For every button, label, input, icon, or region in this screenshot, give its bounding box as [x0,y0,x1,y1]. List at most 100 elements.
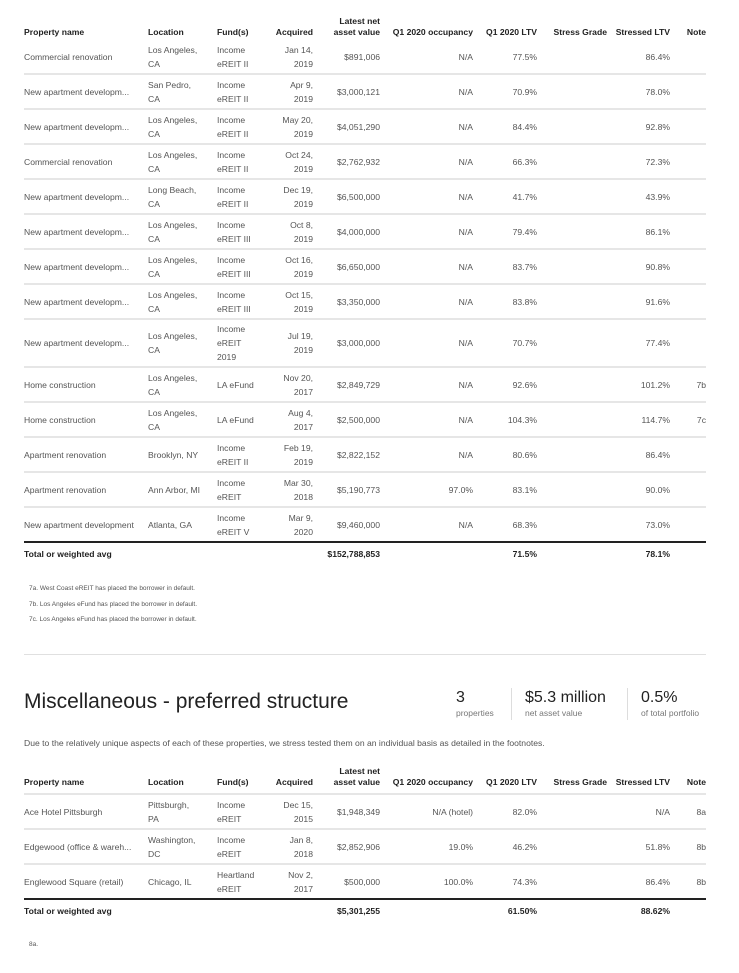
occupancy: N/A [380,319,473,368]
funds: Income eREIT II [217,40,267,75]
stressed-ltv: 51.8% [607,829,670,865]
stressed-ltv: 101.2% [607,367,670,403]
note: 8b [670,864,706,900]
col-stressed-ltv: Stressed LTV [607,766,670,795]
note: 8a [670,794,706,830]
section-divider [24,654,706,655]
stat-nav: $5.3 million net asset value [525,689,606,718]
note [670,319,706,368]
occupancy: N/A [380,249,473,285]
col-name: Property name [24,766,148,795]
occupancy: N/A [380,437,473,473]
property-name: New apartment developm... [24,214,148,250]
property-name: New apartment developm... [24,319,148,368]
occupancy: N/A [380,144,473,180]
funds: Income eREIT II [217,144,267,180]
property-name: New apartment developm... [24,74,148,110]
ltv: 82.0% [473,794,537,830]
table-row: Home construction Los Angeles, CA LA eFund N… [24,367,706,403]
col-nav: Latest net asset value [333,16,380,37]
funds: Income eREIT V [217,507,267,543]
section-title: Miscellaneous - preferred structure [24,690,349,713]
acquired: Apr 9, 2019 [267,74,313,110]
ltv: 79.4% [473,214,537,250]
net-asset-value: $2,849,729 [313,367,380,403]
footnote: 7b. Los Angeles eFund has placed the bor… [29,600,198,608]
ltv: 84.4% [473,109,537,145]
location: Los Angeles, CA [148,214,217,250]
property-name: Commercial renovation [24,144,148,180]
acquired: Jan 8, 2018 [267,829,313,865]
col-funds: Fund(s) [217,766,267,795]
stressed-ltv: 86.4% [607,437,670,473]
stress-grade [537,437,607,473]
location: Los Angeles, CA [148,144,217,180]
table-row: New apartment development Atlanta, GA Inco… [24,507,706,543]
property-name: Ace Hotel Pittsburgh [24,794,148,830]
acquired: Jan 14, 2019 [267,40,313,75]
note [670,214,706,250]
occupancy: N/A (hotel) [380,794,473,830]
location: San Pedro, CA [148,74,217,110]
stressed-ltv: 86.4% [607,864,670,900]
total-nav: $5,301,255 [336,906,380,916]
stress-grade [537,472,607,508]
stat-portfolio: 0.5% of total portfolio [641,689,700,718]
acquired: Oct 15, 2019 [267,284,313,320]
net-asset-value: $6,500,000 [313,179,380,215]
acquired: Dec 15, 2015 [267,794,313,830]
ltv: 68.3% [473,507,537,543]
ltv: 70.7% [473,319,537,368]
net-asset-value: $2,822,152 [313,437,380,473]
occupancy: N/A [380,214,473,250]
funds: Income eREIT [217,472,267,508]
acquired: Dec 19, 2019 [267,179,313,215]
funds: Income eREIT [217,829,267,865]
funds: Income eREIT [217,794,267,830]
footnote: 7a. West Coast eREIT has placed the borr… [29,585,195,592]
total-label: Total or weighted avg [24,549,112,559]
stat-divider [627,688,628,720]
table-row: New apartment developm... Los Angeles, CA I… [24,249,706,285]
acquired: Mar 30, 2018 [267,472,313,508]
stressed-ltv: 114.7% [607,402,670,438]
ltv: 70.9% [473,74,537,110]
ltv: 74.3% [473,864,537,900]
note: 7b [670,367,706,403]
footnote: 7c. Los Angeles eFund has placed the bor… [29,616,197,623]
occupancy: N/A [380,74,473,110]
funds: Income eREIT II [217,74,267,110]
col-ltv: Q1 2020 LTV [473,766,537,795]
total-row: Total or weighted avg $5,301,255 61.50% 88.… [24,899,706,922]
location: Los Angeles, CA [148,40,217,75]
note [670,284,706,320]
acquired: Jul 19, 2019 [267,319,313,368]
property-name: Edgewood (office & wareh... [24,829,148,865]
net-asset-value: $4,051,290 [313,109,380,145]
stress-grade [537,794,607,830]
location: Los Angeles, CA [148,402,217,438]
col-location: Location [148,766,217,795]
location: Pittsburgh, PA [148,794,217,830]
table-row: New apartment developm... Los Angeles, CA I… [24,319,706,368]
total-label: Total or weighted avg [24,906,112,916]
col-funds: Fund(s) [217,27,249,37]
location: Atlanta, GA [148,507,217,543]
stressed-ltv: N/A [607,794,670,830]
stressed-ltv: 72.3% [607,144,670,180]
total-ltv: 71.5% [512,549,537,559]
col-ltv: Q1 2020 LTV [486,27,537,37]
note [670,74,706,110]
col-occupancy: Q1 2020 occupancy [380,766,473,795]
stressed-ltv: 78.0% [607,74,670,110]
net-asset-value: $4,000,000 [313,214,380,250]
table-row: Edgewood (office & wareh... Washington, DC… [24,829,706,865]
occupancy: N/A [380,284,473,320]
col-stress-grade: Stress Grade [537,766,607,795]
net-asset-value: $1,948,349 [313,794,380,830]
acquired: Oct 24, 2019 [267,144,313,180]
location: Los Angeles, CA [148,109,217,145]
property-name: New apartment development [24,507,148,543]
acquired: Mar 9, 2020 [267,507,313,543]
property-name: New apartment developm... [24,179,148,215]
